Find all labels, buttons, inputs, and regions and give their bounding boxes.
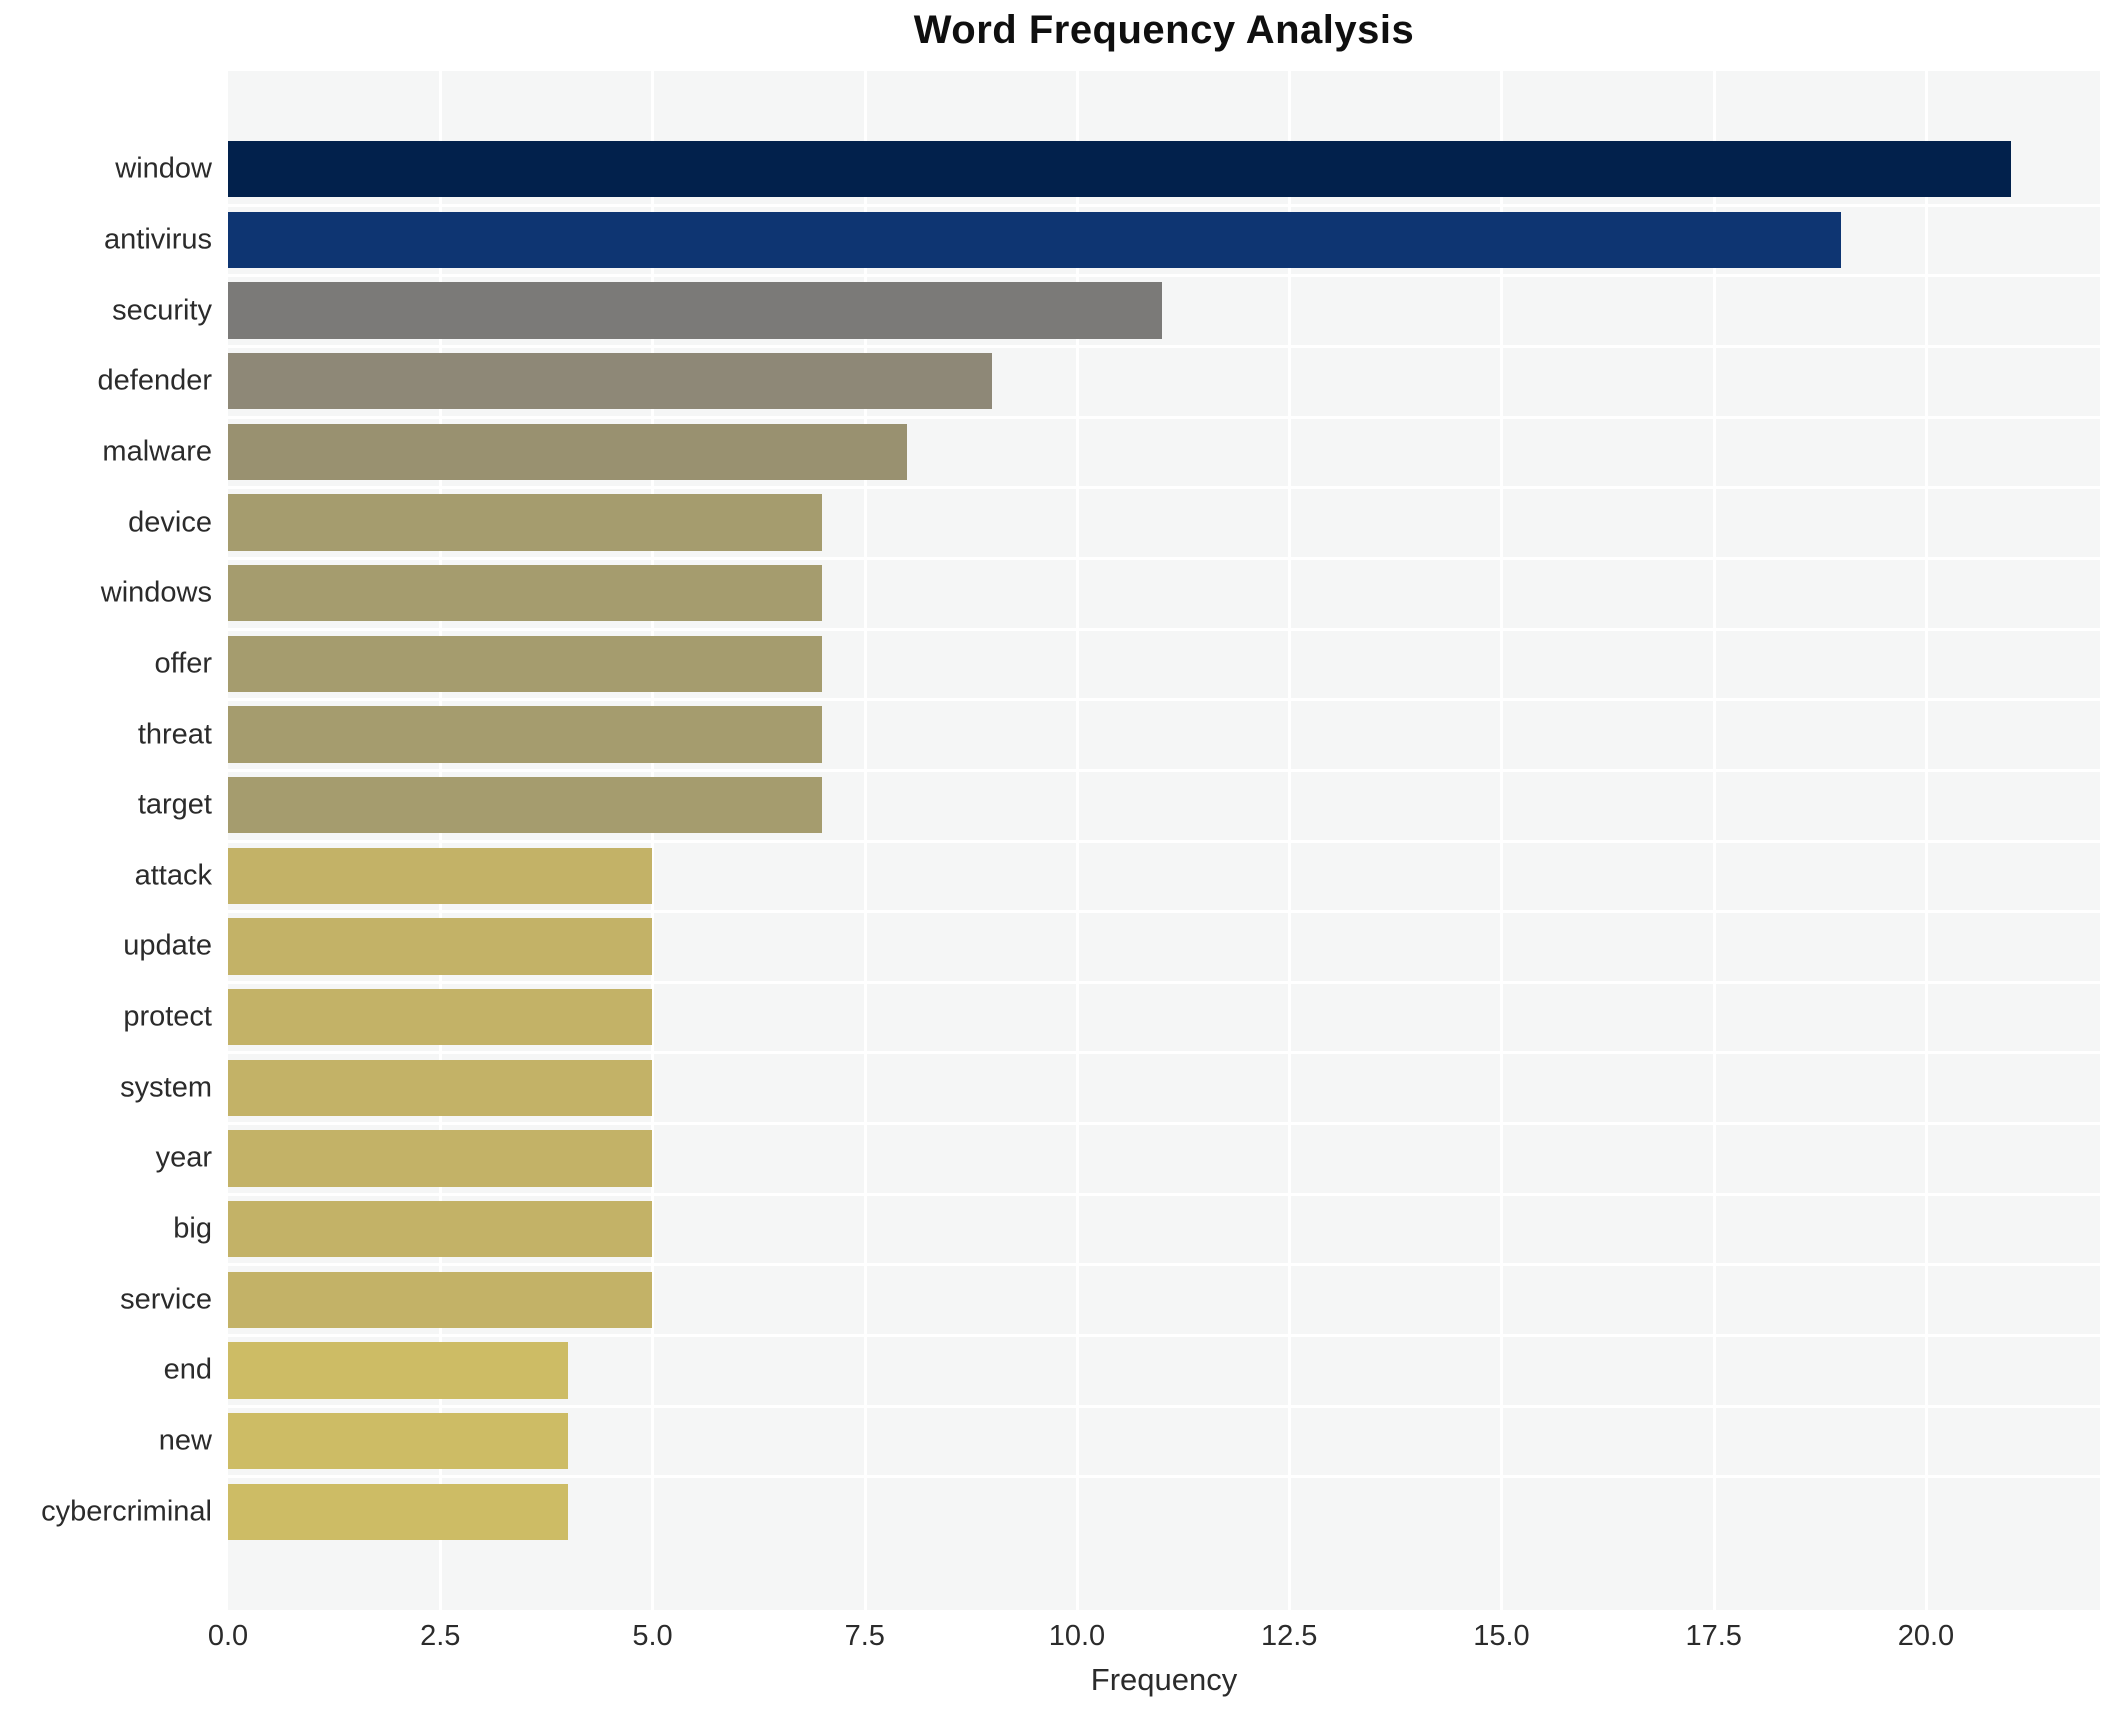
y-tick-label-security: security <box>112 294 212 327</box>
y-tick-label-new: new <box>158 1424 212 1457</box>
row-separator <box>228 839 2100 843</box>
x-tick-label-20.0: 20.0 <box>1897 1620 1955 1652</box>
row-separator <box>228 556 2100 560</box>
row-separator <box>228 203 2100 207</box>
row-separator <box>228 274 2100 278</box>
y-tick-label-malware: malware <box>102 435 212 468</box>
row-separator <box>228 768 2100 772</box>
bar-device <box>228 494 823 551</box>
row-separator <box>228 1404 2100 1408</box>
bar-defender <box>228 352 993 410</box>
x-tick-label-17.5: 17.5 <box>1685 1620 1742 1652</box>
bar-service <box>228 1271 653 1329</box>
bar-end <box>228 1342 568 1399</box>
y-tick-label-end: end <box>163 1353 212 1386</box>
y-tick-label-window: window <box>115 152 212 185</box>
y-tick-label-update: update <box>123 929 212 962</box>
x-axis-ticks: 0.0 2.5 5.0 7.5 10.0 12.5 15.0 17.5 20.0 <box>208 1620 2100 1658</box>
row-separator <box>228 1263 2100 1267</box>
y-tick-label-target: target <box>137 788 212 821</box>
row-separator <box>228 627 2100 631</box>
row-separator <box>228 1122 2100 1126</box>
row-separator <box>228 486 2100 490</box>
y-tick-label-protect: protect <box>123 1000 212 1033</box>
bar-protect <box>228 988 653 1046</box>
bar-system <box>228 1059 653 1117</box>
x-tick-label-10.0: 10.0 <box>1048 1620 1106 1652</box>
x-tick-label-0.0: 0.0 <box>207 1620 249 1652</box>
row-separator <box>228 1475 2100 1479</box>
bar-security <box>228 282 1162 339</box>
row-separator <box>228 344 2100 348</box>
bar-threat <box>228 706 823 763</box>
y-tick-label-device: device <box>128 506 212 539</box>
row-separator <box>228 698 2100 702</box>
y-axis-labels: window antivirus security defender malware de… <box>0 71 212 1610</box>
x-tick-label-5.0: 5.0 <box>632 1620 673 1652</box>
row-separator <box>228 1192 2100 1196</box>
y-tick-label-year: year <box>155 1141 212 1174</box>
bar-cybercriminal <box>228 1483 568 1541</box>
y-tick-label-defender: defender <box>97 364 213 397</box>
y-tick-label-system: system <box>120 1071 212 1104</box>
row-separator <box>228 1334 2100 1338</box>
row-separator <box>228 1051 2100 1055</box>
y-tick-label-windows: windows <box>100 576 212 609</box>
bar-year <box>228 1130 653 1187</box>
bar-update <box>228 918 653 975</box>
row-separator <box>228 910 2100 914</box>
bar-malware <box>228 423 908 481</box>
plot-area <box>228 71 2100 1610</box>
bar-big <box>228 1200 653 1258</box>
chart-title: Word Frequency Analysis <box>913 8 1415 52</box>
y-tick-label-antivirus: antivirus <box>104 223 212 256</box>
bar-attack <box>228 847 653 905</box>
row-separator <box>228 980 2100 984</box>
x-tick-label-12.5: 12.5 <box>1260 1620 1318 1652</box>
x-tick-label-7.5: 7.5 <box>844 1620 885 1652</box>
y-tick-label-threat: threat <box>137 718 212 750</box>
bar-new <box>228 1412 568 1470</box>
y-tick-label-attack: attack <box>134 859 212 892</box>
y-tick-label-service: service <box>120 1283 212 1316</box>
y-tick-label-big: big <box>173 1212 212 1245</box>
x-tick-label-15.0: 15.0 <box>1473 1620 1530 1652</box>
bar-offer <box>228 635 823 693</box>
x-tick-label-2.5: 2.5 <box>420 1620 461 1652</box>
bar-windows <box>228 564 823 622</box>
row-separator <box>228 415 2100 419</box>
x-axis-title: Frequency <box>1090 1662 1238 1697</box>
bar-window <box>228 140 2011 198</box>
y-tick-label-cybercriminal: cybercriminal <box>41 1495 212 1528</box>
bar-antivirus <box>228 211 1842 269</box>
bar-target <box>228 776 823 834</box>
y-tick-label-offer: offer <box>154 647 212 680</box>
